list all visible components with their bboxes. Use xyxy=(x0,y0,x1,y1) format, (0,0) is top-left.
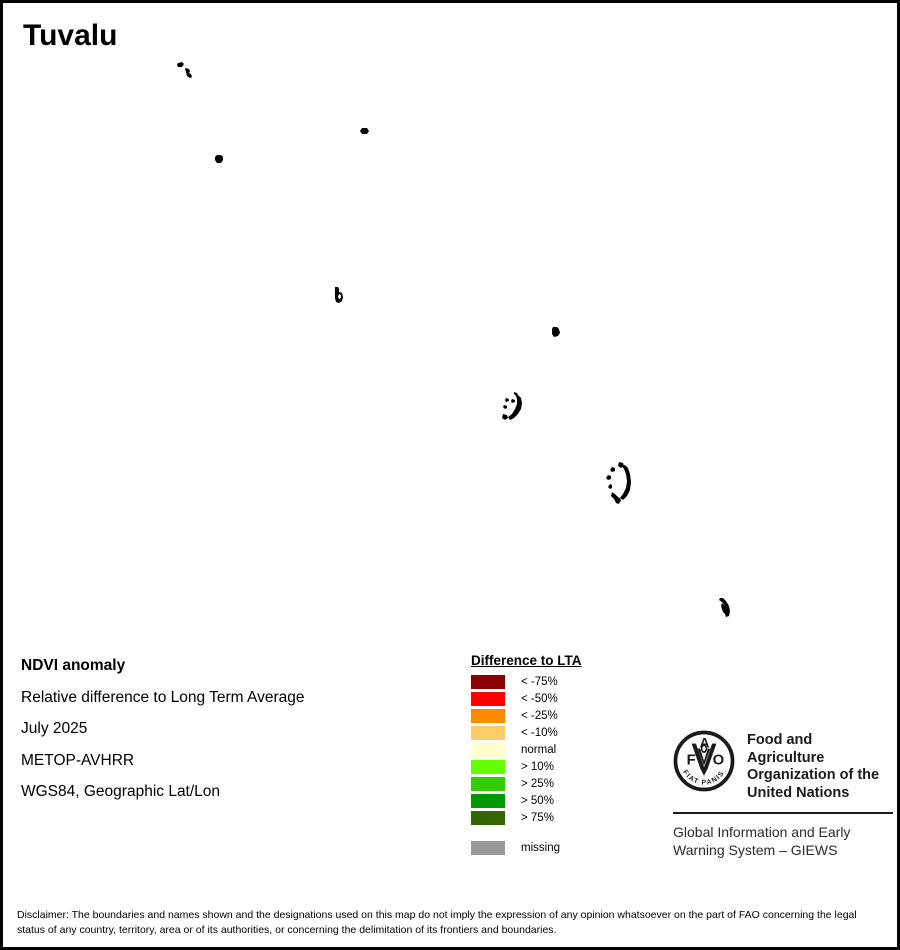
giews-line-2: Warning System – GIEWS xyxy=(673,841,838,858)
info-line-period: July 2025 xyxy=(21,720,88,737)
legend-label-gt-75: > 75% xyxy=(521,811,554,824)
island-nukulaelae xyxy=(719,598,730,617)
legend-row: < -10% xyxy=(471,724,582,741)
legend-row: < -25% xyxy=(471,707,582,724)
map-canvas xyxy=(6,6,897,646)
legend-label-missing: missing xyxy=(521,841,560,854)
info-line-sensor: METOP-AVHRR xyxy=(21,751,135,769)
fao-org-line-3: United Nations xyxy=(747,785,850,802)
island-nukufetau xyxy=(502,392,522,420)
island-funafuti xyxy=(606,462,631,504)
legend-row: > 75% xyxy=(471,809,582,826)
fao-org-line-2: Organization of the xyxy=(747,767,880,784)
fao-divider xyxy=(673,811,893,814)
info-line-projection: WGS84, Geographic Lat/Lon xyxy=(21,783,221,800)
giews-system-name: Global Information and Early Warning Sys… xyxy=(673,823,893,859)
legend-swatch-lt-minus-25 xyxy=(471,708,505,723)
fao-emblem-icon: F A O FIAT PANIS xyxy=(673,730,735,792)
legend-label-gt-50: > 50% xyxy=(521,794,554,807)
legend-label-lt-minus-50: < -50% xyxy=(521,692,558,705)
svg-text:F: F xyxy=(687,753,696,769)
legend-row: < -50% xyxy=(471,690,582,707)
legend-label-lt-minus-10: < -10% xyxy=(521,726,558,739)
legend-swatch-gt-75 xyxy=(471,810,505,825)
legend-label-normal: normal xyxy=(521,743,557,756)
legend-swatch-lt-minus-10 xyxy=(471,725,505,740)
legend-row-missing: missing xyxy=(471,839,582,856)
disclaimer-text: Disclaimer: The boundaries and names sho… xyxy=(17,909,857,936)
legend-swatch-missing xyxy=(471,840,505,855)
island-nui xyxy=(335,287,343,303)
legend-label-gt-25: > 25% xyxy=(521,777,554,790)
legend-label-lt-minus-75: < -75% xyxy=(521,675,558,688)
fao-logo-block: F A O FIAT PANIS Food and Agriculture Or… xyxy=(673,730,893,859)
legend-swatch-normal xyxy=(471,742,505,757)
page-title: Tuvalu xyxy=(23,19,118,52)
legend-row: > 25% xyxy=(471,775,582,792)
legend-swatch-lt-minus-50 xyxy=(471,691,505,706)
legend-swatch-gt-50 xyxy=(471,793,505,808)
giews-line-1: Global Information and Early xyxy=(673,823,851,840)
map-legend: Difference to LTA < -75% < -50% < -25% <… xyxy=(471,653,582,856)
legend-row: > 10% xyxy=(471,758,582,775)
info-line-ndvi-anomaly: NDVI anomaly xyxy=(21,657,126,674)
island-nanumea xyxy=(177,62,192,78)
svg-text:A: A xyxy=(700,735,710,750)
island-nanumaga xyxy=(360,128,369,134)
island-niutao xyxy=(215,155,223,163)
island-vaitupu xyxy=(552,327,560,337)
legend-row: < -75% xyxy=(471,673,582,690)
fao-organization-name: Food and Agriculture Organization of the… xyxy=(747,732,893,803)
map-background xyxy=(6,6,897,646)
map-info-block: NDVI anomaly Relative difference to Long… xyxy=(21,658,421,816)
legend-swatch-gt-25 xyxy=(471,776,505,791)
legend-swatch-gt-10 xyxy=(471,759,505,774)
legend-label-gt-10: > 10% xyxy=(521,760,554,773)
legend-row: normal xyxy=(471,741,582,758)
svg-text:O: O xyxy=(713,753,725,769)
legend-swatch-lt-minus-75 xyxy=(471,674,505,689)
legend-title: Difference to LTA xyxy=(471,653,582,668)
legend-label-lt-minus-25: < -25% xyxy=(521,709,558,722)
fao-org-line-1: Food and Agriculture xyxy=(747,732,825,766)
legend-row: > 50% xyxy=(471,792,582,809)
info-line-relative-difference: Relative difference to Long Term Average xyxy=(21,688,305,706)
